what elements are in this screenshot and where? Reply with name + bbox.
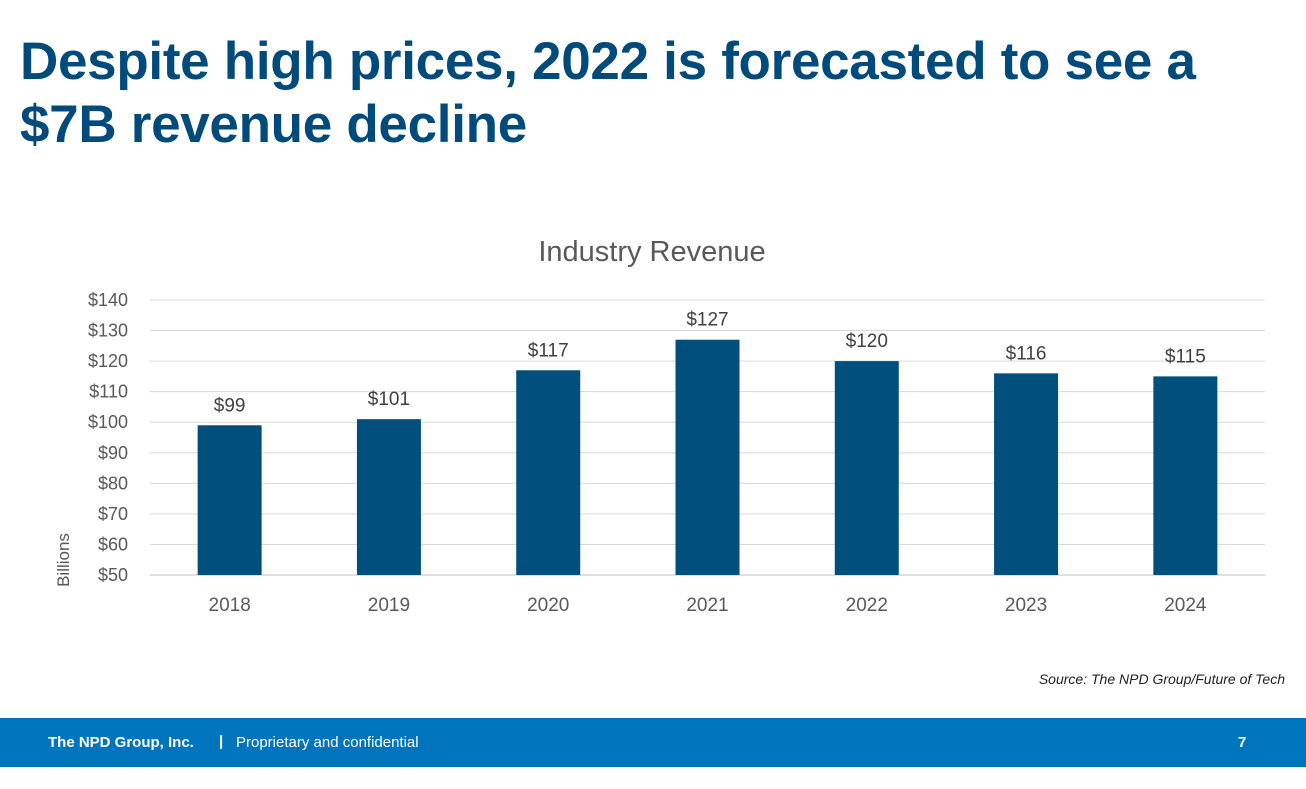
footer-bar: The NPD Group, Inc. | Proprietary and co…: [0, 718, 1306, 767]
bar-2020: [516, 370, 581, 575]
x-tick-label: 2020: [527, 595, 569, 616]
y-tick-label: $90: [98, 443, 128, 463]
footer-confidentiality: Proprietary and confidential: [236, 734, 419, 751]
y-tick-label: $70: [98, 504, 128, 524]
x-tick-label: 2023: [1005, 595, 1047, 616]
bar-2019: [356, 419, 421, 575]
x-tick-label: 2024: [1164, 595, 1207, 616]
y-tick-label: $140: [88, 290, 128, 310]
bar-2022: [834, 361, 899, 575]
y-tick-label: $130: [88, 321, 128, 341]
data-label: $117: [528, 340, 569, 361]
x-tick-label: 2021: [686, 595, 728, 616]
data-label: $127: [686, 310, 728, 331]
x-tick-label: 2018: [209, 595, 251, 616]
y-tick-label: $50: [98, 565, 128, 585]
bar-2024: [1153, 376, 1218, 575]
data-label: $116: [1006, 343, 1047, 364]
slide-title: Despite high prices, 2022 is forecasted …: [20, 32, 1196, 154]
x-tick-label: 2022: [846, 595, 888, 616]
footer-company: The NPD Group, Inc.: [48, 734, 194, 751]
data-label: $120: [846, 331, 888, 352]
y-tick-label: $80: [98, 473, 128, 493]
y-tick-label: $100: [88, 412, 128, 432]
bar-2018: [197, 425, 262, 575]
data-label: $115: [1165, 346, 1206, 367]
data-label: $99: [214, 395, 246, 416]
source-note: Source: The NPD Group/Future of Tech: [1038, 671, 1285, 687]
x-tick-label: 2019: [368, 595, 410, 616]
bar-2023: [994, 373, 1059, 575]
industry-revenue-chart: Industry Revenue Billions $50 $60 $70 $80 $9…: [54, 236, 1265, 616]
y-tick-label: $120: [88, 351, 128, 371]
page-number: 7: [1238, 734, 1247, 751]
footer-separator: |: [219, 733, 224, 750]
y-tick-label: $110: [89, 382, 128, 402]
chart-title: Industry Revenue: [538, 236, 765, 268]
bar-2021: [675, 339, 740, 575]
y-tick-label: $60: [98, 534, 128, 554]
data-label: $101: [368, 389, 410, 410]
y-axis-label: Billions: [54, 533, 73, 587]
